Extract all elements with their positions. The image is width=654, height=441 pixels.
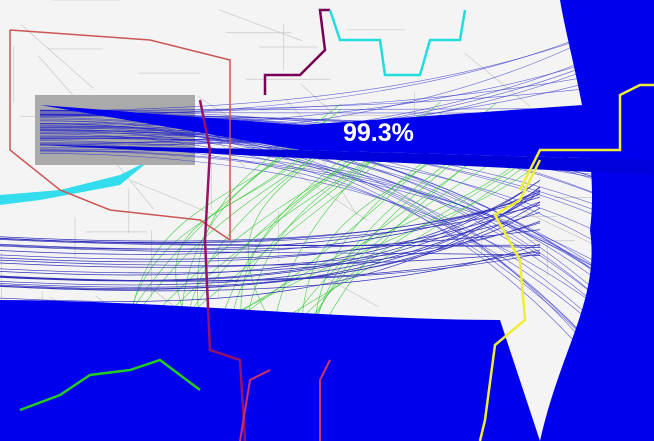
track	[39, 120, 654, 319]
track-south	[0, 186, 541, 302]
boundary-yellow	[478, 83, 654, 441]
track-south	[0, 179, 541, 281]
river	[0, 160, 150, 205]
track-south	[0, 249, 541, 282]
street	[464, 53, 531, 107]
track-south	[0, 245, 541, 256]
coverage-label: 99.3%	[343, 119, 414, 147]
track-south	[0, 239, 541, 247]
boundary-plum	[263, 8, 330, 95]
street	[20, 24, 94, 89]
track	[39, 149, 654, 297]
track-south	[0, 187, 541, 282]
track-south	[0, 211, 541, 260]
track-south	[0, 191, 541, 250]
boundaries	[9, 8, 654, 441]
track-south	[0, 222, 541, 268]
track	[39, 126, 654, 349]
street	[319, 273, 379, 307]
boundary-red	[9, 29, 231, 242]
arrival-beam	[40, 100, 654, 160]
track-south	[0, 194, 541, 243]
track-south	[0, 202, 541, 290]
track-south	[0, 251, 541, 266]
track	[39, 135, 654, 261]
track-south	[0, 189, 541, 255]
street	[218, 9, 303, 42]
departure-beam	[40, 145, 654, 175]
boundary-cyan	[328, 9, 467, 77]
street	[507, 203, 606, 251]
boundary-pink	[239, 359, 331, 441]
track-south	[0, 192, 541, 286]
track-south	[0, 201, 541, 263]
street	[111, 158, 154, 210]
track-south	[0, 220, 541, 274]
track	[39, 140, 654, 313]
track-south	[0, 207, 541, 288]
boundary-green	[19, 358, 201, 412]
street	[132, 180, 218, 217]
boundary-purple	[198, 99, 247, 441]
track	[39, 150, 654, 305]
track-south	[0, 229, 541, 250]
track-south	[0, 179, 541, 276]
track	[39, 125, 654, 327]
